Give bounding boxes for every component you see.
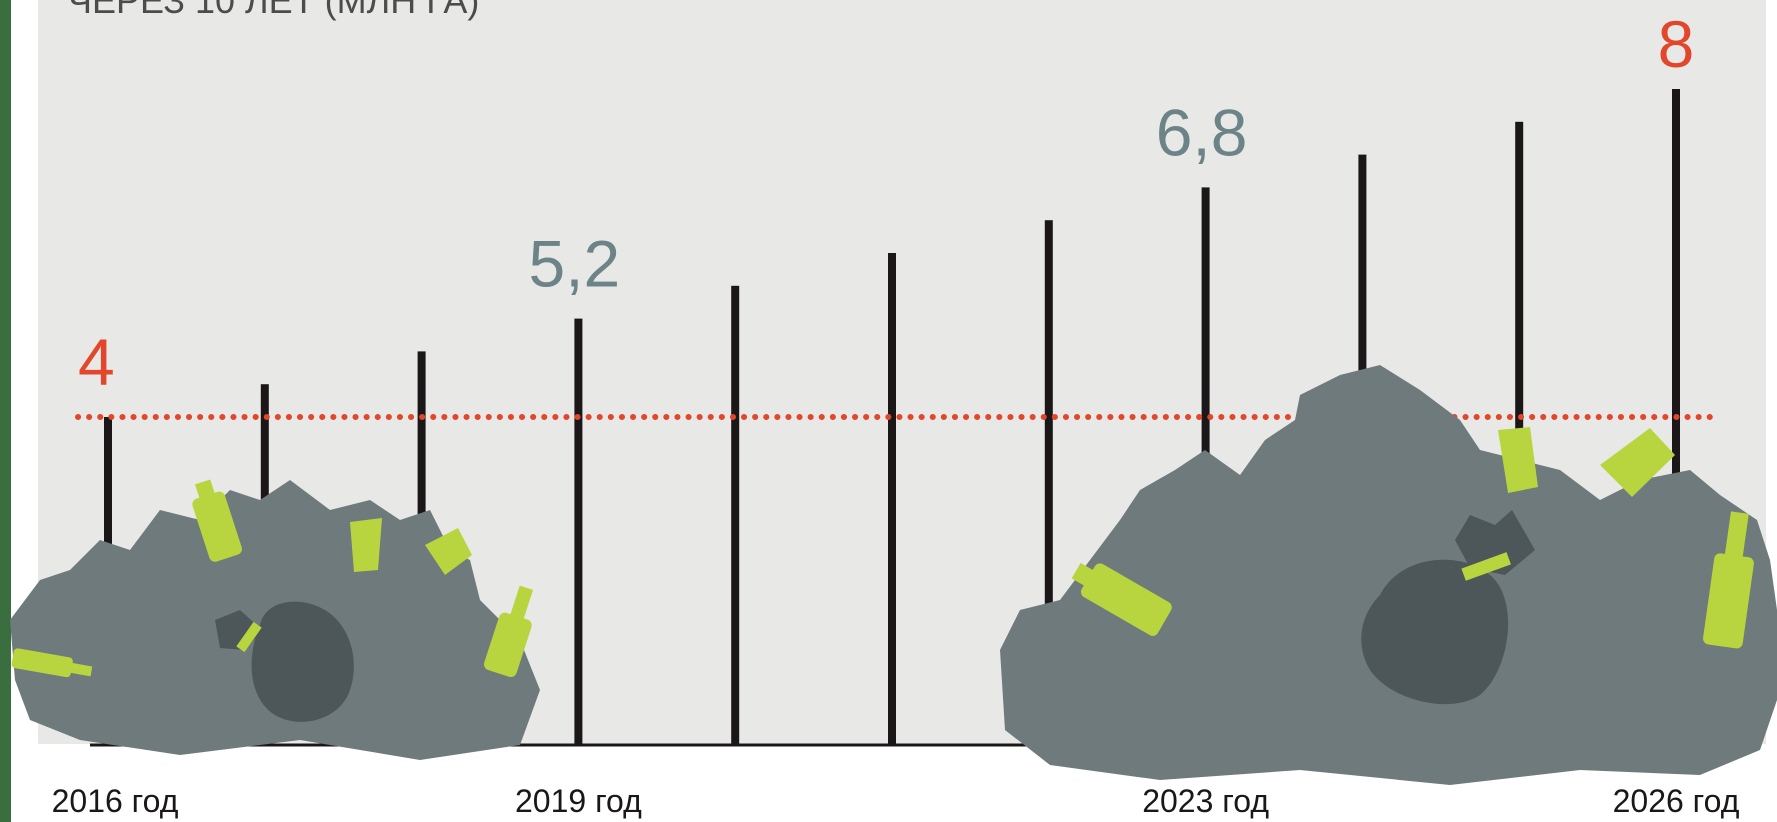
data-label-2016: 4 [78,325,115,399]
glass-bottle-icon [1703,511,1754,649]
data-label-2019: 5,2 [529,227,621,301]
x-tick-label-2026: 2026 год [1613,783,1740,819]
trash-heap-icon [1000,365,1777,785]
trash-heap-right [1000,365,1777,785]
garbage-bag-icon [251,601,354,722]
plastic-bottle-icon [1071,562,1172,636]
glass-bottle-icon [483,585,534,678]
garbage-bag-tie-icon [236,621,262,653]
data-label-2023: 6,8 [1156,95,1248,169]
garbage-bag-tie-icon [1461,552,1511,581]
chart-title: ЧЕРЕЗ 10 ЛЕТ (МЛН ГА) [68,0,480,21]
bar-2022 [1044,220,1053,745]
bar-2021 [888,253,896,745]
x-tick-label-2016: 2016 год [52,783,179,819]
bar-2019 [574,318,583,745]
cup-icon [350,518,382,572]
trash-heap-left [10,479,540,760]
tick-labels-group: 2016 год 2019 год 2023 год 2026 год [52,783,1740,819]
cup-icon [1498,427,1538,493]
x-tick-label-2019: 2019 год [515,783,642,819]
data-labels-group: 4 5,2 6,8 8 [78,7,1694,399]
cup-icon [425,528,472,575]
glass-bottle-icon [11,648,93,678]
bar-2020 [731,285,740,745]
cup-icon [1600,428,1675,497]
garbage-bag-icon [1361,559,1509,705]
data-label-2026: 8 [1658,7,1695,81]
plastic-bottle-icon [192,479,242,562]
garbage-bag-knot-icon [1455,510,1535,575]
x-tick-label-2023: 2023 год [1142,783,1269,819]
